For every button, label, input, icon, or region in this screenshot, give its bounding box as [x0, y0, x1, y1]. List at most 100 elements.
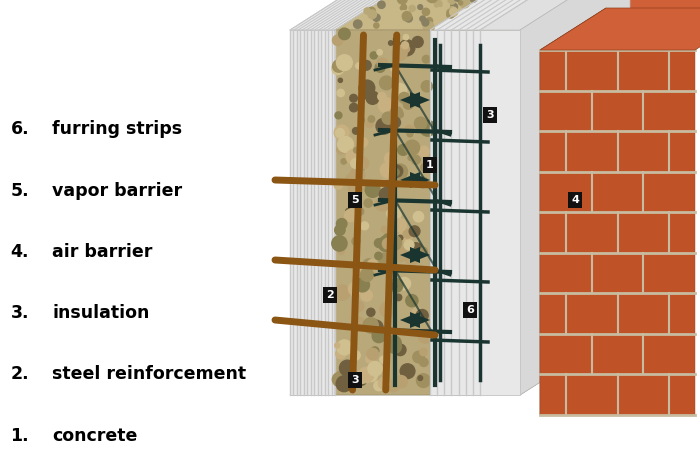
Text: 3: 3	[351, 375, 359, 385]
Circle shape	[413, 212, 424, 222]
Circle shape	[422, 55, 430, 63]
Circle shape	[337, 145, 345, 154]
Circle shape	[358, 117, 365, 123]
Text: vapor barrier: vapor barrier	[52, 182, 183, 200]
Circle shape	[434, 8, 445, 19]
Circle shape	[368, 10, 377, 19]
Circle shape	[349, 104, 358, 112]
Circle shape	[354, 20, 362, 28]
Circle shape	[338, 248, 344, 254]
Circle shape	[403, 99, 414, 109]
Circle shape	[368, 260, 377, 269]
Circle shape	[353, 268, 365, 281]
Circle shape	[405, 140, 419, 155]
Circle shape	[379, 184, 394, 199]
Circle shape	[377, 49, 382, 55]
Circle shape	[340, 360, 355, 376]
Circle shape	[380, 302, 395, 317]
Circle shape	[363, 185, 370, 192]
Polygon shape	[410, 247, 430, 263]
Circle shape	[368, 116, 374, 122]
Text: 5: 5	[351, 195, 359, 205]
Polygon shape	[290, 0, 445, 30]
Circle shape	[399, 93, 409, 103]
Circle shape	[356, 278, 370, 292]
Circle shape	[450, 3, 458, 10]
Circle shape	[372, 330, 386, 343]
Text: concrete: concrete	[52, 427, 138, 445]
Circle shape	[374, 239, 384, 247]
Circle shape	[449, 8, 458, 16]
Circle shape	[390, 107, 402, 119]
Circle shape	[407, 131, 413, 137]
Polygon shape	[335, 0, 540, 30]
Circle shape	[408, 155, 413, 160]
Text: air barrier: air barrier	[52, 243, 153, 261]
Circle shape	[341, 159, 346, 164]
Circle shape	[413, 351, 424, 363]
Circle shape	[398, 235, 403, 240]
Circle shape	[382, 184, 386, 188]
Circle shape	[370, 52, 377, 59]
Circle shape	[335, 371, 349, 385]
Circle shape	[349, 282, 362, 296]
Circle shape	[332, 372, 346, 386]
Circle shape	[360, 180, 368, 187]
Circle shape	[405, 15, 412, 22]
Circle shape	[422, 8, 430, 15]
Circle shape	[392, 45, 407, 60]
Polygon shape	[335, 30, 430, 395]
Circle shape	[389, 275, 393, 279]
Circle shape	[380, 179, 387, 186]
Circle shape	[359, 80, 375, 96]
Circle shape	[410, 226, 420, 237]
Circle shape	[379, 76, 393, 90]
Circle shape	[404, 240, 414, 250]
Circle shape	[421, 247, 427, 254]
Circle shape	[394, 235, 400, 240]
Circle shape	[380, 356, 387, 363]
Circle shape	[400, 364, 415, 379]
Circle shape	[392, 164, 407, 179]
Circle shape	[351, 158, 360, 168]
Circle shape	[351, 350, 360, 360]
Circle shape	[444, 3, 449, 8]
Circle shape	[460, 0, 469, 8]
Circle shape	[402, 45, 409, 53]
Text: 1: 1	[426, 160, 434, 170]
Circle shape	[361, 60, 371, 70]
Circle shape	[412, 308, 424, 319]
Circle shape	[367, 348, 379, 360]
Circle shape	[420, 120, 435, 136]
Text: 3: 3	[486, 110, 493, 120]
Circle shape	[380, 163, 396, 178]
Circle shape	[354, 163, 364, 173]
Circle shape	[335, 128, 344, 138]
Circle shape	[447, 7, 457, 17]
Polygon shape	[520, 0, 630, 395]
Circle shape	[332, 60, 345, 72]
Circle shape	[346, 149, 361, 164]
Text: 1.: 1.	[10, 427, 29, 445]
Circle shape	[332, 35, 343, 45]
Circle shape	[400, 228, 413, 241]
Circle shape	[398, 11, 409, 22]
Circle shape	[360, 268, 373, 281]
Circle shape	[365, 369, 377, 382]
Text: 4.: 4.	[10, 243, 29, 261]
Circle shape	[366, 356, 373, 363]
Circle shape	[405, 251, 419, 265]
Circle shape	[338, 380, 344, 387]
Polygon shape	[400, 0, 445, 325]
Polygon shape	[430, 0, 590, 30]
Circle shape	[367, 308, 375, 316]
Circle shape	[393, 0, 402, 3]
Polygon shape	[290, 30, 335, 395]
Circle shape	[364, 199, 372, 207]
Circle shape	[406, 295, 418, 307]
Circle shape	[339, 28, 350, 39]
Circle shape	[458, 1, 463, 5]
Text: 3.: 3.	[10, 304, 29, 322]
Circle shape	[409, 5, 415, 11]
Circle shape	[357, 157, 369, 169]
